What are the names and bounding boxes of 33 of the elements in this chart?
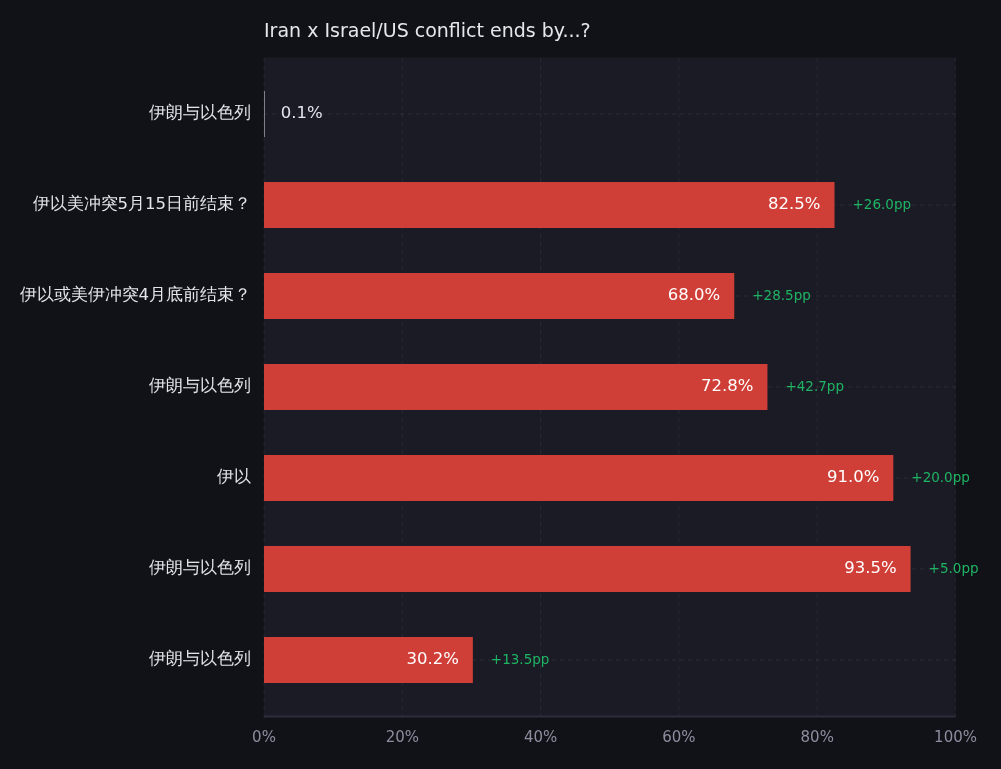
y-tick-label: 伊朗与以色列 xyxy=(149,103,251,123)
bar xyxy=(264,637,473,683)
data-label: 68.0% xyxy=(667,285,721,305)
annotation: +13.5pp xyxy=(490,650,550,667)
bar xyxy=(264,182,835,228)
bar xyxy=(264,455,894,501)
x-tick-label: 80% xyxy=(800,728,834,747)
data-label: 93.5% xyxy=(844,558,897,578)
data-label: 82.5% xyxy=(768,194,821,214)
y-tick-label: 伊朗与以色列 xyxy=(149,649,251,669)
y-tick-label: 伊朗与以色列 xyxy=(149,376,251,396)
data-label: 0.1% xyxy=(280,103,323,123)
bar xyxy=(264,546,911,592)
x-tick-label: 60% xyxy=(662,728,696,747)
chart-title: Iran x Israel/US conflict ends by...? xyxy=(264,18,591,41)
bar xyxy=(264,364,768,410)
x-tick-label: 0% xyxy=(252,728,276,747)
data-label: 30.2% xyxy=(406,649,459,669)
annotation: +28.5pp xyxy=(752,286,811,303)
y-tick-label: 伊朗与以色列 xyxy=(149,558,251,578)
bar xyxy=(264,273,735,319)
x-tick-label: 100% xyxy=(934,728,977,747)
y-tick-label: 伊以美冲突5月15日前结束？ xyxy=(32,194,251,214)
annotation: +20.0pp xyxy=(911,468,970,485)
data-label: 91.0% xyxy=(826,467,880,487)
annotation: +26.0pp xyxy=(852,195,912,212)
annotation: +5.0pp xyxy=(928,559,979,576)
x-tick-label: 20% xyxy=(385,728,419,747)
y-tick-label: 伊以或美伊冲突4月底前结束？ xyxy=(19,285,251,305)
data-label: 72.8% xyxy=(701,376,754,396)
y-tick-label: 伊以 xyxy=(217,467,251,487)
annotation: +42.7pp xyxy=(785,377,844,394)
x-tick-label: 40% xyxy=(523,728,558,747)
